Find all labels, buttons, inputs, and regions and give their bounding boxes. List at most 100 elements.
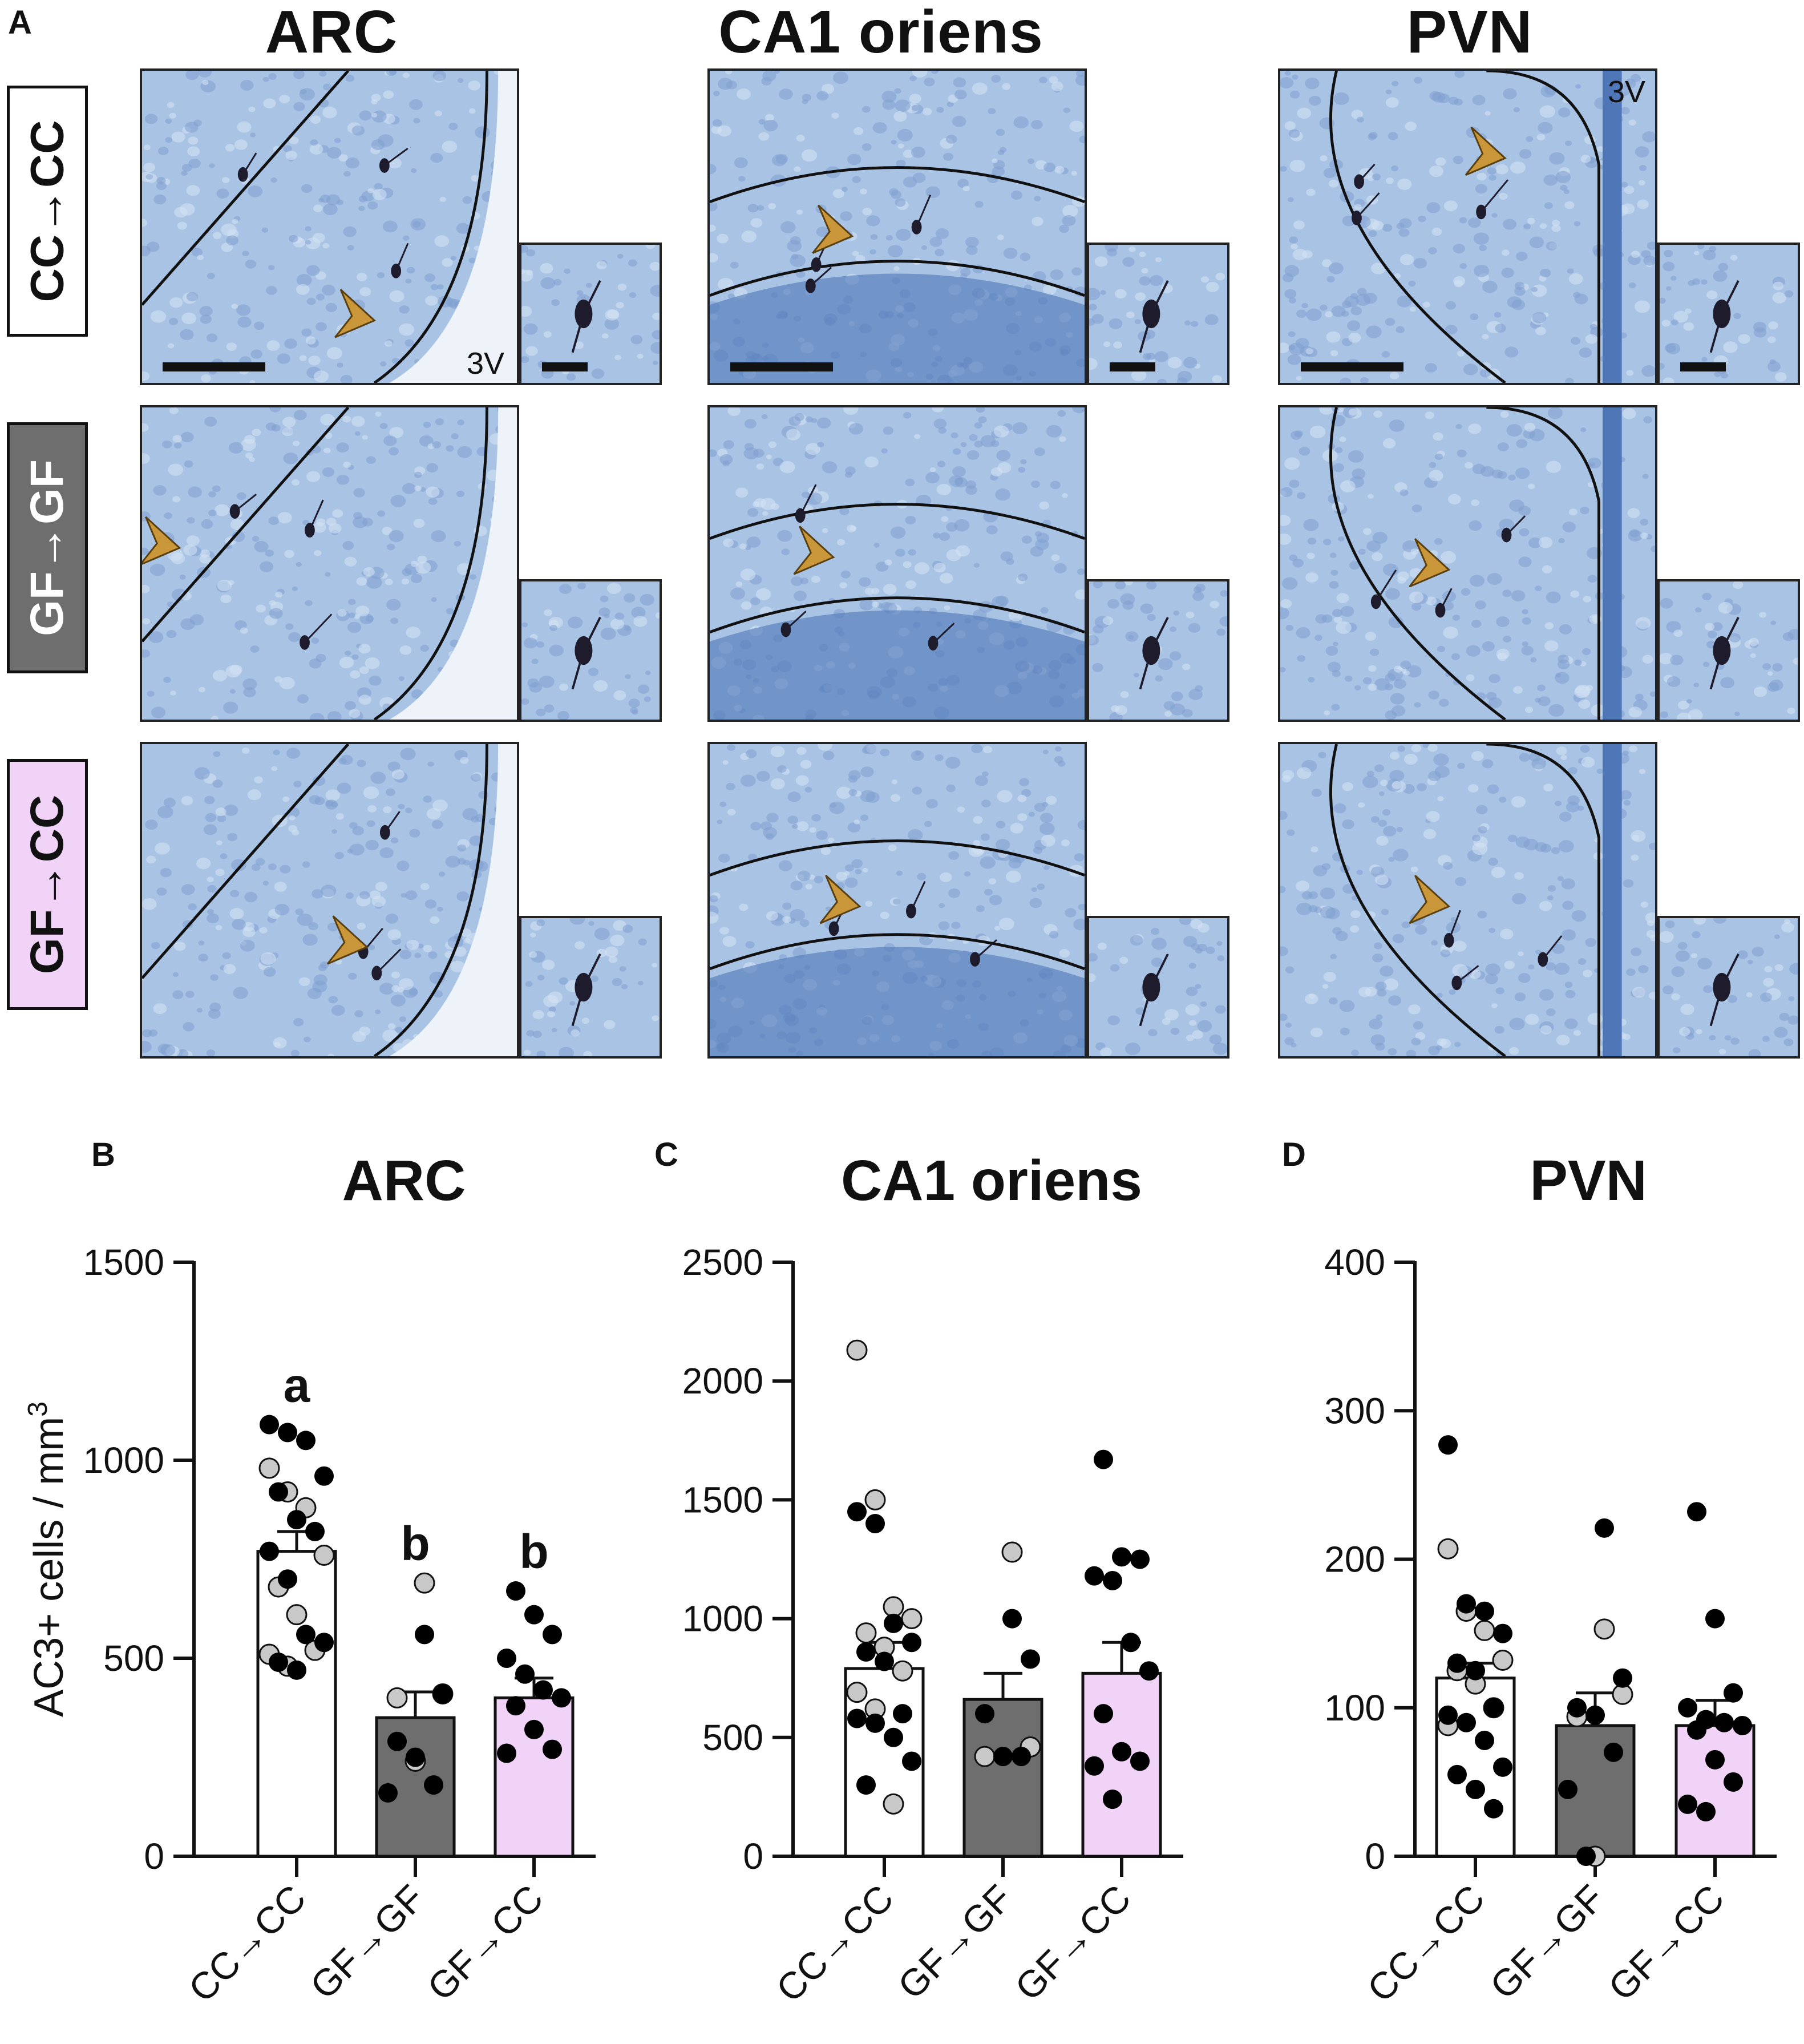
micrograph-inset-pvn-gf-cc <box>1657 916 1800 1059</box>
data-point-black <box>260 1541 279 1561</box>
data-point-black <box>1595 1518 1614 1538</box>
data-point-black <box>1012 1747 1031 1767</box>
data-point-black <box>1021 1649 1040 1669</box>
y-tick-label: 0 <box>1365 1836 1385 1877</box>
data-point-gray <box>883 1793 904 1815</box>
data-point-black <box>1733 1715 1752 1735</box>
data-point-black <box>902 1633 921 1653</box>
x-tick-label-1: GF→GF <box>302 1877 432 2007</box>
data-point-black <box>533 1680 553 1700</box>
data-point-black <box>975 1704 994 1724</box>
data-point-black <box>415 1625 434 1645</box>
data-point-black <box>497 1743 516 1763</box>
y-tick-label: 200 <box>1324 1539 1385 1580</box>
data-point-black <box>278 1423 297 1443</box>
x-tick-label-2: GF→CC <box>419 1877 551 2009</box>
data-point-gray <box>864 1489 886 1510</box>
data-point-gray <box>846 1339 868 1361</box>
y-tick-label: 500 <box>103 1638 164 1679</box>
data-point-black <box>1466 1779 1485 1799</box>
data-point-black <box>1103 1570 1122 1590</box>
data-point-black <box>1678 1698 1697 1718</box>
data-point-black <box>378 1783 398 1803</box>
scale-bar-pvn <box>1301 362 1403 371</box>
data-point-gray <box>1593 1618 1615 1640</box>
data-point-black <box>1705 1609 1725 1629</box>
micrograph-inset-ca1-gf-gf <box>1087 579 1229 722</box>
data-point-black <box>1002 1609 1022 1629</box>
data-point-gray <box>855 1622 877 1644</box>
scale-bar-inset-pvn <box>1680 362 1726 371</box>
column-title-ca1: CA1 oriens <box>718 0 1043 66</box>
micrograph-pvn-gf-gf <box>1278 405 1657 722</box>
scale-bar-inset-arc <box>542 362 588 371</box>
data-point-black <box>269 1482 288 1502</box>
data-point-black <box>424 1775 443 1795</box>
y-tick-label: 0 <box>743 1836 763 1877</box>
data-point-black <box>1438 1705 1458 1725</box>
data-point-black <box>1139 1661 1159 1681</box>
bar-0 <box>256 1550 337 1858</box>
data-point-black <box>1457 1594 1476 1614</box>
row-label-gf-gf-text: GF→GF <box>21 459 73 636</box>
data-point-black <box>497 1649 516 1668</box>
data-point-black <box>1094 1449 1113 1469</box>
data-point-black <box>847 1502 867 1522</box>
scale-bar-arc <box>163 362 265 371</box>
micrograph-inset-ca1-gf-cc <box>1087 916 1229 1059</box>
y-tick-label: 2000 <box>682 1360 763 1401</box>
data-point-gray <box>313 1545 335 1566</box>
data-point-gray <box>286 1604 308 1626</box>
significance-letter-2: b <box>519 1525 548 1578</box>
data-point-black <box>1466 1661 1485 1681</box>
data-point-black <box>278 1569 297 1589</box>
y-tick-label: 0 <box>144 1836 164 1877</box>
data-point-black <box>1558 1779 1578 1799</box>
y-tick-label: 1000 <box>682 1598 763 1639</box>
data-point-black <box>1085 1566 1104 1586</box>
data-point-black <box>543 1739 562 1759</box>
x-tick-label-1: GF→GF <box>889 1877 1020 2007</box>
data-point-black <box>1484 1799 1503 1819</box>
data-point-black <box>1714 1712 1734 1732</box>
row-label-cc-cc: CC→CC <box>7 86 88 337</box>
micrograph-inset-pvn-gf-gf <box>1657 579 1800 722</box>
chart-title-arc: ARC <box>342 1149 466 1213</box>
data-point-black <box>287 1660 306 1680</box>
data-point-black <box>1130 1549 1150 1569</box>
micrograph-inset-arc-gf-gf <box>519 579 662 722</box>
data-point-black <box>314 1633 334 1653</box>
micrograph-pvn-gf-cc <box>1278 742 1657 1059</box>
data-point-black <box>1094 1704 1113 1724</box>
data-point-black <box>1724 1683 1743 1703</box>
data-point-black <box>1567 1698 1587 1718</box>
data-point-black <box>1112 1742 1131 1762</box>
data-point-black <box>260 1415 279 1435</box>
data-point-black <box>524 1719 544 1739</box>
y-tick-label: 100 <box>1324 1687 1385 1728</box>
data-point-black <box>875 1651 894 1671</box>
data-point-black <box>1103 1789 1122 1809</box>
panel-label-b: B <box>91 1136 115 1173</box>
bar-2 <box>1674 1724 1756 1858</box>
y-tick-label: 1000 <box>83 1440 164 1481</box>
data-point-black <box>1447 1653 1467 1673</box>
x-tick-label-0: CC→CC <box>1359 1877 1492 2010</box>
data-point-black <box>296 1431 316 1451</box>
micrograph-inset-arc-gf-cc <box>519 916 662 1059</box>
data-point-gray <box>386 1687 408 1708</box>
data-point-black <box>865 1514 885 1534</box>
data-point-black <box>552 1688 571 1708</box>
data-point-black <box>1585 1705 1605 1725</box>
data-point-black <box>1604 1742 1623 1762</box>
column-title-pvn: PVN <box>1406 0 1533 66</box>
x-tick-label-2: GF→CC <box>1007 1877 1139 2009</box>
data-point-black <box>1447 1764 1467 1784</box>
data-point-black <box>1438 1435 1458 1455</box>
data-point-black <box>506 1581 525 1601</box>
data-point-black <box>856 1775 876 1795</box>
y-tick-label: 400 <box>1324 1242 1385 1283</box>
chart-title-ca1: CA1 oriens <box>841 1149 1142 1213</box>
